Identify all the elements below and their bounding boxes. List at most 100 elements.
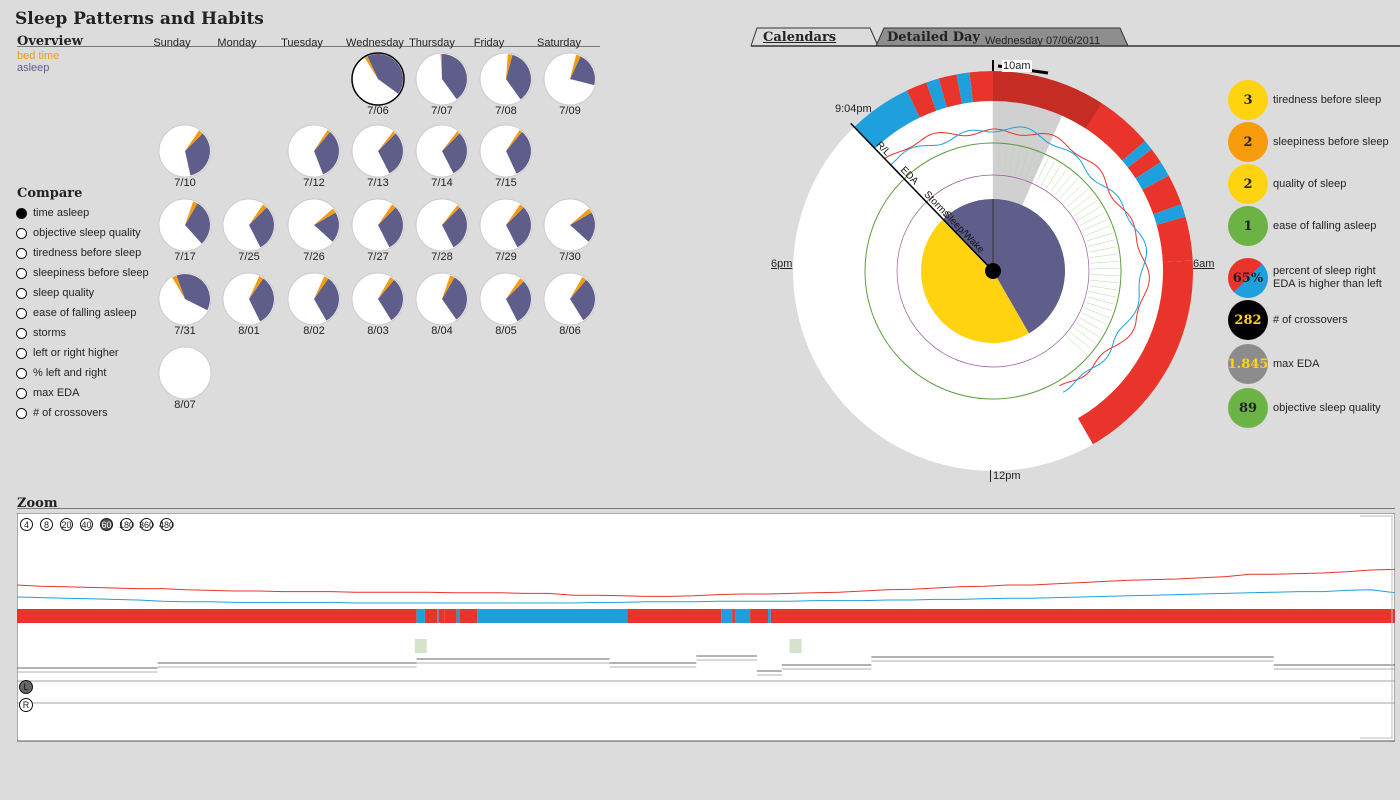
zoom-level-60[interactable]: 60 — [100, 518, 113, 531]
eda-trace — [884, 128, 1150, 387]
zoom-rl-segment — [456, 609, 460, 623]
start-time-hand[interactable] — [850, 122, 994, 272]
zoom-heading: Zoom — [17, 496, 58, 511]
compare-option-left-or-right-higher[interactable]: left or right higher — [16, 345, 119, 361]
center-hub — [985, 263, 1001, 279]
zoom-level-180[interactable]: 180 — [118, 518, 135, 531]
day-cell-7-29[interactable] — [478, 197, 534, 253]
day-cell-7-15[interactable] — [478, 123, 534, 179]
bed-time-wedge — [442, 205, 460, 225]
left-sensor-button[interactable]: L — [19, 680, 33, 694]
asleep-wedge — [442, 133, 467, 174]
radio-icon[interactable] — [16, 307, 27, 319]
day-cell-7-30[interactable] — [542, 197, 598, 253]
metric-value-badge: 65% — [1228, 258, 1268, 298]
weekday-sunday: Sunday — [153, 37, 191, 49]
day-cell-8-02[interactable] — [286, 271, 342, 327]
day-cell-7-26[interactable] — [286, 197, 342, 253]
day-cell-label: 8/02 — [303, 325, 325, 337]
storm-mark — [789, 639, 802, 653]
storm-tick — [1079, 212, 1105, 226]
compare-option-objective-sleep-quality[interactable]: objective sleep quality — [16, 225, 141, 241]
zoom-level-20[interactable]: 20 — [60, 518, 73, 531]
compare-option-sleepiness-before-sleep[interactable]: sleepiness before sleep — [16, 265, 149, 281]
storm-tick — [1025, 152, 1036, 179]
compare-option--left-and-right[interactable]: % left and right — [16, 365, 106, 381]
zoom-window-bracket[interactable] — [1360, 515, 1393, 739]
day-cell-7-31[interactable] — [157, 271, 213, 327]
compare-option--of-crossovers[interactable]: # of crossovers — [16, 405, 108, 421]
radio-icon[interactable] — [16, 367, 27, 379]
tab-calendars[interactable]: Calendars — [763, 30, 837, 45]
compare-option-tiredness-before-sleep[interactable]: tiredness before sleep — [16, 245, 141, 261]
bed-time-wedge — [185, 130, 203, 151]
compare-option-storms[interactable]: storms — [16, 325, 66, 341]
asleep-wedge — [185, 133, 210, 176]
radio-icon[interactable] — [16, 407, 27, 419]
metric--of-crossovers: 282 # of crossovers — [1228, 300, 1398, 340]
weekday-tuesday: Tuesday — [281, 37, 323, 49]
radio-icon[interactable] — [16, 287, 27, 299]
compare-option-max-eda[interactable]: max EDA — [16, 385, 79, 401]
asleep-wedge — [378, 133, 403, 174]
radio-icon[interactable] — [16, 207, 27, 219]
radio-icon[interactable] — [16, 227, 27, 239]
day-cell-8-04[interactable] — [414, 271, 470, 327]
radio-icon[interactable] — [16, 327, 27, 339]
zoom-level-480[interactable]: 480 — [158, 518, 175, 531]
radio-icon[interactable] — [16, 267, 27, 279]
tab-strip — [750, 27, 1400, 47]
legend-asleep: asleep — [17, 62, 50, 74]
rl-ring-segment — [854, 90, 920, 149]
compare-option-time-asleep[interactable]: time asleep — [16, 205, 89, 221]
radio-icon[interactable] — [16, 387, 27, 399]
compare-option-sleep-quality[interactable]: sleep quality — [16, 285, 94, 301]
asleep-wedge — [378, 207, 403, 248]
bed-time-wedge — [378, 277, 395, 299]
zoom-level-4[interactable]: 4 — [20, 518, 33, 531]
day-cell-7-13[interactable] — [350, 123, 406, 179]
day-cell-7-12[interactable] — [286, 123, 342, 179]
compare-option-label: sleepiness before sleep — [33, 267, 149, 279]
storm-tick — [1063, 183, 1084, 203]
zoom-level-8[interactable]: 8 — [40, 518, 53, 531]
day-cell-label: 8/05 — [495, 325, 517, 337]
weekday-thursday: Thursday — [409, 37, 455, 49]
storm-tick — [1087, 239, 1116, 247]
metric-max-eda: 1.845 max EDA — [1228, 344, 1398, 384]
metric-tiredness-before-sleep: 3 tiredness before sleep — [1228, 80, 1398, 120]
radio-icon[interactable] — [16, 347, 27, 359]
compare-option-ease-of-falling-asleep[interactable]: ease of falling asleep — [16, 305, 136, 321]
day-cell-8-03[interactable] — [350, 271, 406, 327]
radio-icon[interactable] — [16, 247, 27, 259]
day-cell-7-27[interactable] — [350, 197, 406, 253]
storm-tick — [1090, 268, 1119, 270]
day-cell-7-09[interactable] — [542, 51, 598, 107]
tab-detailed-day[interactable]: Detailed Day — [887, 30, 980, 45]
day-cell-7-17[interactable] — [157, 197, 213, 253]
day-cell-7-10[interactable] — [157, 123, 213, 179]
day-cell-label: 7/17 — [174, 251, 196, 263]
bed-time-wedge — [378, 204, 396, 225]
rl-ring-segment — [1078, 260, 1193, 445]
day-cell-7-25[interactable] — [221, 197, 277, 253]
day-cell-7-08[interactable] — [478, 51, 534, 107]
day-cell-7-14[interactable] — [414, 123, 470, 179]
zoom-level-360[interactable]: 360 — [138, 518, 155, 531]
bed-time-wedge — [378, 131, 396, 151]
day-cell-7-28[interactable] — [414, 197, 470, 253]
right-sensor-button[interactable]: R — [19, 698, 33, 712]
day-cell-8-05[interactable] — [478, 271, 534, 327]
day-cell-8-07[interactable] — [157, 345, 213, 401]
day-cell-8-06[interactable] — [542, 271, 598, 327]
day-cell-7-07[interactable] — [414, 51, 470, 107]
day-cell-8-01[interactable] — [221, 271, 277, 327]
zoom-level-40[interactable]: 40 — [80, 518, 93, 531]
zoom-rl-segment — [444, 609, 457, 623]
metric-value-badge: 2 — [1228, 122, 1268, 162]
metric-sleepiness-before-sleep: 2 sleepiness before sleep — [1228, 122, 1398, 162]
day-cell-7-06[interactable] — [350, 51, 406, 107]
storm-tick — [1035, 157, 1049, 184]
asleep-wedge — [314, 131, 339, 175]
